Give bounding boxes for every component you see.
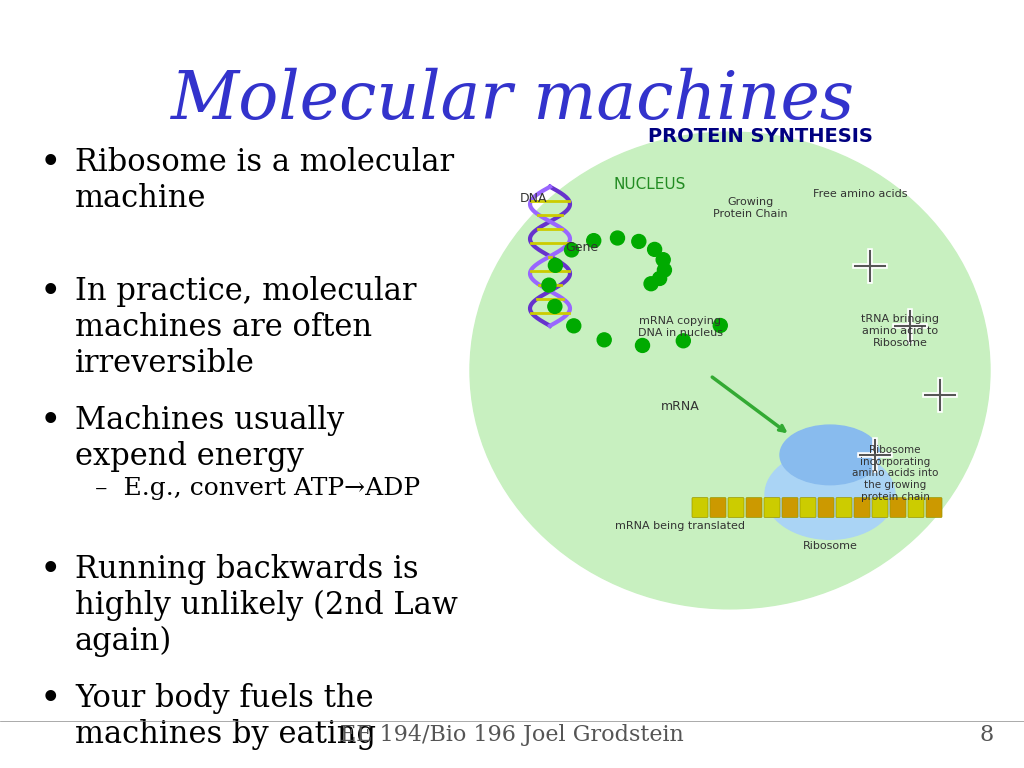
FancyBboxPatch shape bbox=[710, 498, 726, 518]
Circle shape bbox=[597, 333, 611, 347]
Text: Ribosome is a molecular
machine: Ribosome is a molecular machine bbox=[75, 147, 454, 214]
Circle shape bbox=[587, 233, 601, 247]
Circle shape bbox=[632, 234, 646, 248]
FancyBboxPatch shape bbox=[872, 498, 888, 518]
Text: In practice, molecular
machines are often
irreversible: In practice, molecular machines are ofte… bbox=[75, 276, 417, 379]
Text: 8: 8 bbox=[980, 724, 994, 746]
Text: mRNA: mRNA bbox=[660, 400, 699, 413]
Text: •: • bbox=[40, 276, 59, 307]
Circle shape bbox=[610, 231, 625, 245]
Text: •: • bbox=[40, 554, 59, 585]
Text: Ribosome: Ribosome bbox=[803, 541, 857, 551]
Text: Ribosome
incorporating
amino acids into
the growing
protein chain: Ribosome incorporating amino acids into … bbox=[852, 445, 938, 502]
Text: Machines usually
expend energy: Machines usually expend energy bbox=[75, 406, 344, 472]
Ellipse shape bbox=[765, 450, 895, 539]
FancyBboxPatch shape bbox=[926, 498, 942, 518]
Text: Your body fuels the
machines by eating: Your body fuels the machines by eating bbox=[75, 684, 376, 750]
Text: Running backwards is
highly unlikely (2nd Law
again): Running backwards is highly unlikely (2n… bbox=[75, 554, 458, 657]
Text: Molecular machines: Molecular machines bbox=[170, 68, 854, 133]
Circle shape bbox=[656, 253, 670, 266]
Text: •: • bbox=[40, 684, 59, 714]
Text: EE 194/Bio 196 Joel Grodstein: EE 194/Bio 196 Joel Grodstein bbox=[340, 724, 684, 746]
FancyBboxPatch shape bbox=[800, 498, 816, 518]
FancyBboxPatch shape bbox=[908, 498, 924, 518]
Text: DNA: DNA bbox=[520, 192, 548, 204]
Circle shape bbox=[644, 276, 658, 291]
Circle shape bbox=[566, 319, 581, 333]
Ellipse shape bbox=[470, 132, 990, 609]
FancyBboxPatch shape bbox=[836, 498, 852, 518]
FancyBboxPatch shape bbox=[728, 498, 744, 518]
FancyBboxPatch shape bbox=[818, 498, 834, 518]
Text: Growing
Protein Chain: Growing Protein Chain bbox=[713, 197, 787, 219]
Text: Gene: Gene bbox=[565, 241, 598, 254]
Text: –  E.g., convert ATP→ADP: – E.g., convert ATP→ADP bbox=[95, 477, 420, 500]
Circle shape bbox=[647, 243, 662, 257]
FancyBboxPatch shape bbox=[764, 498, 780, 518]
FancyBboxPatch shape bbox=[692, 498, 708, 518]
Circle shape bbox=[564, 243, 579, 257]
FancyBboxPatch shape bbox=[854, 498, 870, 518]
Circle shape bbox=[542, 278, 556, 292]
FancyBboxPatch shape bbox=[746, 498, 762, 518]
Text: mRNA being translated: mRNA being translated bbox=[615, 521, 745, 531]
Ellipse shape bbox=[780, 425, 880, 485]
FancyBboxPatch shape bbox=[890, 498, 906, 518]
Circle shape bbox=[548, 300, 562, 313]
Circle shape bbox=[714, 319, 727, 333]
Circle shape bbox=[676, 334, 690, 348]
Text: •: • bbox=[40, 147, 59, 178]
Text: •: • bbox=[40, 406, 59, 436]
Circle shape bbox=[549, 258, 562, 273]
Circle shape bbox=[657, 263, 672, 277]
Circle shape bbox=[636, 339, 649, 353]
FancyBboxPatch shape bbox=[782, 498, 798, 518]
Text: Free amino acids: Free amino acids bbox=[813, 189, 907, 199]
Circle shape bbox=[652, 272, 667, 286]
Text: mRNA copying
DNA in nucleus: mRNA copying DNA in nucleus bbox=[638, 316, 723, 338]
Text: tRNA bringing
amino acid to
Ribosome: tRNA bringing amino acid to Ribosome bbox=[861, 314, 939, 348]
Text: NUCLEUS: NUCLEUS bbox=[613, 177, 686, 192]
Text: PROTEIN SYNTHESIS: PROTEIN SYNTHESIS bbox=[647, 127, 872, 146]
